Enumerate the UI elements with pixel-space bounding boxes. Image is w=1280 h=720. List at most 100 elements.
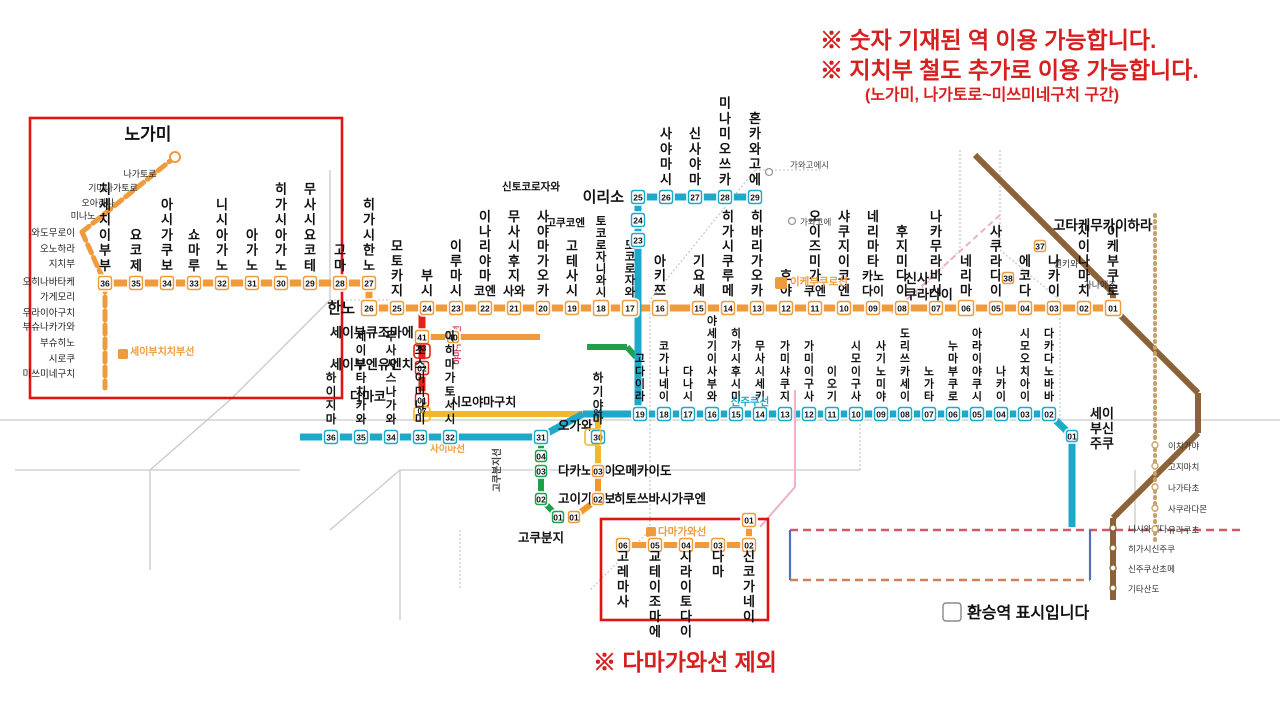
svg-text:30: 30 xyxy=(276,278,286,288)
svg-text:가: 가 xyxy=(537,253,549,268)
svg-text:쓰: 쓰 xyxy=(900,352,910,365)
svg-text:시로쿠: 시로쿠 xyxy=(49,354,75,365)
svg-text:나: 나 xyxy=(683,376,693,390)
svg-text:미: 미 xyxy=(719,126,731,141)
svg-text:고: 고 xyxy=(566,239,578,254)
svg-text:사: 사 xyxy=(508,224,520,239)
svg-text:도: 도 xyxy=(900,327,910,340)
svg-text:07: 07 xyxy=(931,303,941,313)
svg-text:레: 레 xyxy=(617,564,629,579)
svg-text:로: 로 xyxy=(596,239,607,252)
svg-text:노: 노 xyxy=(363,258,375,273)
svg-text:유라쿠초: 유라쿠초 xyxy=(1168,525,1199,535)
svg-text:06: 06 xyxy=(948,409,958,419)
svg-text:기: 기 xyxy=(707,339,717,353)
svg-text:20: 20 xyxy=(538,303,548,313)
svg-text:다카노다이: 다카노다이 xyxy=(558,463,616,478)
svg-text:리: 리 xyxy=(867,224,879,239)
svg-text:아: 아 xyxy=(216,227,228,242)
svg-text:무: 무 xyxy=(386,330,397,343)
svg-text:기: 기 xyxy=(693,253,705,268)
svg-text:이: 이 xyxy=(1048,283,1060,298)
svg-text:17: 17 xyxy=(625,303,635,313)
svg-text:니시와세다: 니시와세다 xyxy=(1128,524,1167,534)
svg-text:카노: 카노 xyxy=(862,268,884,283)
svg-text:시: 시 xyxy=(216,212,228,227)
svg-text:후: 후 xyxy=(731,364,741,378)
svg-text:01: 01 xyxy=(744,515,754,525)
svg-text:사: 사 xyxy=(804,389,814,403)
svg-text:마: 마 xyxy=(450,268,462,283)
svg-text:세: 세 xyxy=(755,376,765,390)
svg-text:자: 자 xyxy=(596,250,607,264)
svg-text:11: 11 xyxy=(811,303,820,313)
svg-text:34: 34 xyxy=(162,278,172,288)
svg-text:08: 08 xyxy=(900,409,910,419)
svg-text:나: 나 xyxy=(930,209,942,224)
svg-text:01: 01 xyxy=(553,512,563,522)
svg-text:시: 시 xyxy=(1020,327,1030,340)
svg-text:야: 야 xyxy=(876,389,886,403)
svg-text:루: 루 xyxy=(188,258,200,273)
svg-text:세: 세 xyxy=(900,376,910,390)
svg-text:11: 11 xyxy=(828,409,837,419)
svg-text:41: 41 xyxy=(417,332,427,342)
svg-text:이: 이 xyxy=(479,209,491,224)
svg-text:26: 26 xyxy=(364,303,374,313)
svg-text:카: 카 xyxy=(356,398,367,412)
svg-text:다: 다 xyxy=(635,364,645,378)
svg-text:사: 사 xyxy=(876,339,886,353)
svg-text:스: 스 xyxy=(415,358,426,371)
svg-text:17: 17 xyxy=(683,409,693,419)
svg-text:기미나가토로: 기미나가토로 xyxy=(88,183,138,193)
svg-text:오메카이도: 오메카이도 xyxy=(614,463,672,478)
svg-text:마: 마 xyxy=(867,239,879,254)
svg-text:시: 시 xyxy=(161,212,173,227)
svg-text:고타케무카이하라: 고타케무카이하라 xyxy=(1053,217,1153,233)
svg-text:오노하라: 오노하라 xyxy=(40,243,75,255)
svg-text:오: 오 xyxy=(1020,352,1030,365)
svg-text:주쿠: 주쿠 xyxy=(1090,436,1114,451)
svg-text:샤: 샤 xyxy=(838,209,850,224)
svg-text:다: 다 xyxy=(1044,326,1054,340)
svg-text:하: 하 xyxy=(593,371,604,385)
svg-text:고: 고 xyxy=(635,353,645,365)
svg-text:이: 이 xyxy=(99,227,111,242)
svg-text:나가토로: 나가토로 xyxy=(123,169,156,179)
svg-text:24: 24 xyxy=(633,215,643,225)
svg-text:사쿠라다몬: 사쿠라다몬 xyxy=(1168,504,1207,514)
svg-text:미: 미 xyxy=(804,351,814,365)
svg-text:테: 테 xyxy=(566,253,578,268)
svg-text:다: 다 xyxy=(680,609,692,624)
svg-text:이: 이 xyxy=(649,579,661,594)
svg-text:09: 09 xyxy=(876,409,886,419)
svg-text:히토쓰바시가쿠엔: 히토쓰바시가쿠엔 xyxy=(614,491,706,506)
svg-text:02: 02 xyxy=(1044,409,1054,419)
svg-text:25: 25 xyxy=(392,303,402,313)
svg-text:부신: 부신 xyxy=(1090,421,1114,436)
svg-text:03: 03 xyxy=(593,466,603,476)
svg-text:미: 미 xyxy=(876,376,886,390)
svg-text:쿠: 쿠 xyxy=(972,377,982,390)
svg-text:13: 13 xyxy=(780,409,790,419)
svg-text:37: 37 xyxy=(1035,241,1045,251)
svg-text:※ 다마가와선 제외: ※ 다마가와선 제외 xyxy=(593,649,777,675)
svg-text:조: 조 xyxy=(415,344,426,357)
svg-text:타: 타 xyxy=(867,253,879,268)
svg-text:노: 노 xyxy=(246,258,258,273)
svg-text:28: 28 xyxy=(335,278,345,288)
svg-text:로: 로 xyxy=(625,262,636,275)
svg-text:쿠: 쿠 xyxy=(948,377,958,390)
svg-text:고쿠코엔: 고쿠코엔 xyxy=(546,216,585,229)
svg-text:가: 가 xyxy=(924,376,934,390)
svg-text:이: 이 xyxy=(415,371,426,385)
svg-text:라: 라 xyxy=(680,564,692,579)
svg-text:마: 마 xyxy=(660,157,672,172)
svg-text:아: 아 xyxy=(972,326,982,340)
svg-text:키: 키 xyxy=(654,268,666,283)
svg-text:다: 다 xyxy=(1019,283,1031,298)
svg-text:기: 기 xyxy=(827,389,837,403)
svg-text:아: 아 xyxy=(275,227,287,242)
svg-text:사: 사 xyxy=(689,141,701,156)
svg-text:시: 시 xyxy=(731,352,741,365)
